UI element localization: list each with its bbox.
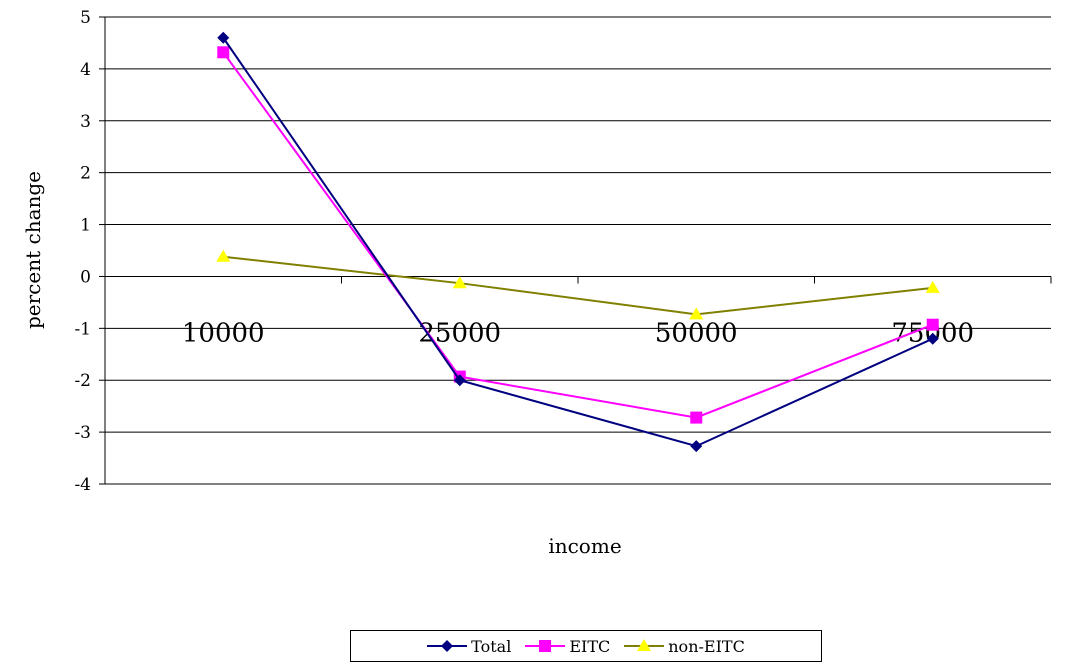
legend-swatch xyxy=(624,639,665,651)
data-point xyxy=(690,440,703,453)
series-line xyxy=(222,37,934,448)
y-tick-label: 0 xyxy=(80,267,91,287)
data-point xyxy=(216,249,231,262)
legend-swatch xyxy=(427,640,468,652)
y-tick-labels: 5 4 3 2 1 0 -1 -2 -3 -4 xyxy=(74,8,91,495)
data-point xyxy=(452,276,467,289)
y-tick-label: 1 xyxy=(80,216,91,236)
legend-item: Total xyxy=(427,637,511,656)
series-eitc xyxy=(217,46,939,424)
data-point xyxy=(453,374,466,387)
x-tick-label: 10000 xyxy=(182,318,265,348)
series-line xyxy=(223,255,933,316)
y-tick-label: -1 xyxy=(74,319,91,339)
axes xyxy=(99,16,1052,485)
legend-label: EITC xyxy=(569,636,611,656)
legend-marker xyxy=(637,639,652,651)
data-point xyxy=(926,332,939,345)
x-axis-label: income xyxy=(548,534,621,558)
series-lines xyxy=(216,31,940,453)
legend-label: Total xyxy=(471,636,512,656)
x-tick-labels: 10000250005000075000 xyxy=(182,318,974,348)
y-tick-label: 3 xyxy=(80,112,91,132)
legend-swatch xyxy=(525,640,566,652)
data-point xyxy=(217,31,230,44)
legend-item: non-EITC xyxy=(624,637,745,656)
legend: Total EITC non-EITC xyxy=(350,630,822,662)
legend-label: non-EITC xyxy=(668,636,745,656)
series-line xyxy=(222,51,934,419)
y-tick-label: -3 xyxy=(74,423,91,443)
legend-item: EITC xyxy=(525,637,610,656)
data-point xyxy=(689,307,704,320)
series-total xyxy=(217,31,939,453)
y-axis-label: percent change xyxy=(21,171,45,329)
y-tick-label: 4 xyxy=(80,60,91,80)
legend-marker xyxy=(539,640,552,652)
y-tick-label: 2 xyxy=(80,164,91,184)
x-tick-label: 25000 xyxy=(418,318,501,348)
series-non-eitc xyxy=(216,249,940,320)
data-point xyxy=(926,318,939,331)
legend-marker xyxy=(441,640,454,652)
data-point xyxy=(690,411,703,424)
y-tick-label: 5 xyxy=(80,8,91,28)
data-point xyxy=(217,46,230,59)
x-tick-label: 50000 xyxy=(655,318,738,348)
y-tick-label: -4 xyxy=(74,475,91,495)
y-tick-label: -2 xyxy=(74,371,91,391)
data-point xyxy=(925,280,940,293)
